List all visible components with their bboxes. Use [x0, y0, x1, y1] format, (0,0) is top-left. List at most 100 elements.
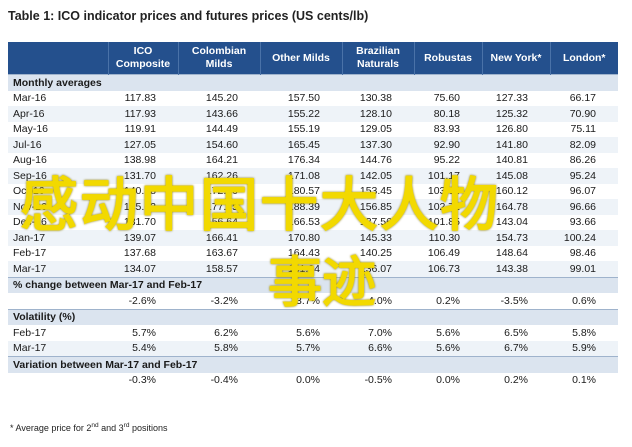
table-cell: 172.70 — [178, 183, 260, 199]
table-cell: 156.64 — [178, 214, 260, 230]
table-cell: 0.2% — [414, 293, 482, 309]
table-cell: -0.5% — [342, 372, 414, 388]
table-cell: 83.93 — [414, 121, 482, 137]
table-cell: 5.4% — [108, 340, 178, 357]
table-cell: 5.8% — [178, 340, 260, 357]
column-header-line-2: Composite — [115, 58, 171, 70]
table-cell: 148.64 — [482, 245, 550, 261]
table-cell: 6.2% — [178, 325, 260, 341]
table-cell: 130.38 — [342, 90, 414, 106]
table-cell: 140.81 — [482, 152, 550, 168]
table-cell: 5.8% — [550, 325, 618, 341]
table-cell: 180.57 — [260, 183, 342, 199]
table-cell: 100.24 — [550, 230, 618, 246]
row-label: Feb-17 — [8, 245, 108, 261]
table-cell: 0.0% — [414, 372, 482, 388]
column-header: Brazilian Naturals — [341, 42, 414, 75]
table-cell: 5.6% — [414, 340, 482, 357]
table-cell: 6.7% — [482, 340, 550, 357]
table-cell: 5.7% — [260, 340, 342, 357]
table-cell: 0.0% — [260, 372, 342, 388]
table-row: Aug-16 138.98 164.21 176.34 144.76 95.22 140.8… — [8, 152, 618, 168]
table-cell: 82.09 — [550, 137, 618, 153]
table-cell: 145.20 — [178, 90, 260, 106]
table-cell: 110.30 — [414, 230, 482, 246]
table-cell: -0.4% — [178, 372, 260, 388]
table-cell: 164.21 — [178, 152, 260, 168]
table-cell: 143.38 — [482, 261, 550, 277]
row-label: Mar-16 — [8, 90, 108, 106]
column-header: Robustas — [413, 42, 482, 75]
section-heading: Variation between Mar-17 and Feb-17 — [8, 356, 618, 373]
table-cell: 5.6% — [260, 325, 342, 341]
table-cell: 117.93 — [108, 106, 178, 122]
table-row: Mar-17 5.4% 5.8% 5.7% 6.6% 5.6% 6.7% 5.9% — [8, 340, 618, 357]
table-cell: 5.6% — [414, 325, 482, 341]
table-cell: 136.07 — [342, 261, 414, 277]
section-heading-row: % change between Mar-17 and Feb-17 — [8, 276, 618, 293]
table-cell: 101.17 — [414, 168, 482, 184]
section-heading-row: Monthly averages — [8, 74, 618, 91]
table-cell: 142.05 — [342, 168, 414, 184]
table-cell: 153.45 — [342, 183, 414, 199]
table-cell: 96.66 — [550, 199, 618, 215]
table-cell: 145.33 — [342, 230, 414, 246]
table-cell: 154.60 — [178, 137, 260, 153]
column-header-line-2: Milds — [205, 58, 233, 70]
row-label — [8, 372, 108, 388]
table-row: Apr-16 117.93 143.66 155.22 128.10 80.18 125.3… — [8, 106, 618, 122]
table-cell: 145.62 — [108, 199, 178, 215]
column-header-line-1: ICO — [133, 45, 153, 57]
table-cell: 177.95 — [178, 199, 260, 215]
table-cell: 103.64 — [414, 183, 482, 199]
footnote-text-1: * Average price for 2 — [10, 423, 92, 433]
row-label: Mar-17 — [8, 340, 108, 357]
section-heading-row: Volatility (%) — [8, 308, 618, 325]
table-cell: 131.70 — [108, 168, 178, 184]
table-cell: 5.9% — [550, 340, 618, 357]
table-cell: 127.33 — [482, 90, 550, 106]
table-row: Jul-16 127.05 154.60 165.45 137.30 92.90 141.8… — [8, 137, 618, 153]
column-header-line-1: Other Milds — [272, 51, 330, 64]
table-cell: 137.56 — [342, 214, 414, 230]
price-table: ICO Composite Colombian Milds Other Milds Bra… — [8, 42, 618, 388]
table-cell: 161.04 — [260, 261, 342, 277]
column-header-line-2: Naturals — [356, 58, 399, 70]
table-cell: 171.08 — [260, 168, 342, 184]
table-cell: 158.57 — [178, 261, 260, 277]
section-heading: Monthly averages — [8, 74, 618, 91]
header-row: ICO Composite Colombian Milds Other Milds Bra… — [8, 42, 618, 75]
row-label: Apr-16 — [8, 106, 108, 122]
table-cell: 145.08 — [482, 168, 550, 184]
table-cell: 166.53 — [260, 214, 342, 230]
table-row: Feb-17 5.7% 6.2% 5.6% 7.0% 5.6% 6.5% 5.8% — [8, 325, 618, 341]
row-label: Jan-17 — [8, 230, 108, 246]
column-header: ICO Composite — [107, 42, 178, 75]
row-label: May-16 — [8, 121, 108, 137]
table-cell: 0.1% — [550, 372, 618, 388]
table-cell: 119.91 — [108, 121, 178, 137]
table-cell: 127.05 — [108, 137, 178, 153]
table-cell: 141.80 — [482, 137, 550, 153]
footnote: * Average price for 2nd and 3rd position… — [10, 422, 167, 433]
table-cell: 66.17 — [550, 90, 618, 106]
table-row: Mar-16 117.83 145.20 157.50 130.38 75.60 127.3… — [8, 90, 618, 106]
table-cell: 143.66 — [178, 106, 260, 122]
table-row: Dec-16 131.70 156.64 166.53 137.56 101.85 143.… — [8, 214, 618, 230]
section-heading-row: Variation between Mar-17 and Feb-17 — [8, 356, 618, 373]
table-cell: -0.3% — [108, 372, 178, 388]
table-cell: 93.66 — [550, 214, 618, 230]
table-cell: 140.25 — [342, 245, 414, 261]
column-header-line-1: London* — [562, 51, 606, 64]
table-cell: 164.78 — [482, 199, 550, 215]
table-cell: 86.26 — [550, 152, 618, 168]
table-cell: 75.11 — [550, 121, 618, 137]
row-label: Mar-17 — [8, 261, 108, 277]
table-cell: 188.39 — [260, 199, 342, 215]
table-row: Oct-16 140.88 172.70 180.57 153.45 103.64 160.… — [8, 183, 618, 199]
table-cell: 129.05 — [342, 121, 414, 137]
table-cell: 170.80 — [260, 230, 342, 246]
table-cell: 99.01 — [550, 261, 618, 277]
footnote-text-2: and 3 — [98, 423, 124, 433]
row-label: Aug-16 — [8, 152, 108, 168]
